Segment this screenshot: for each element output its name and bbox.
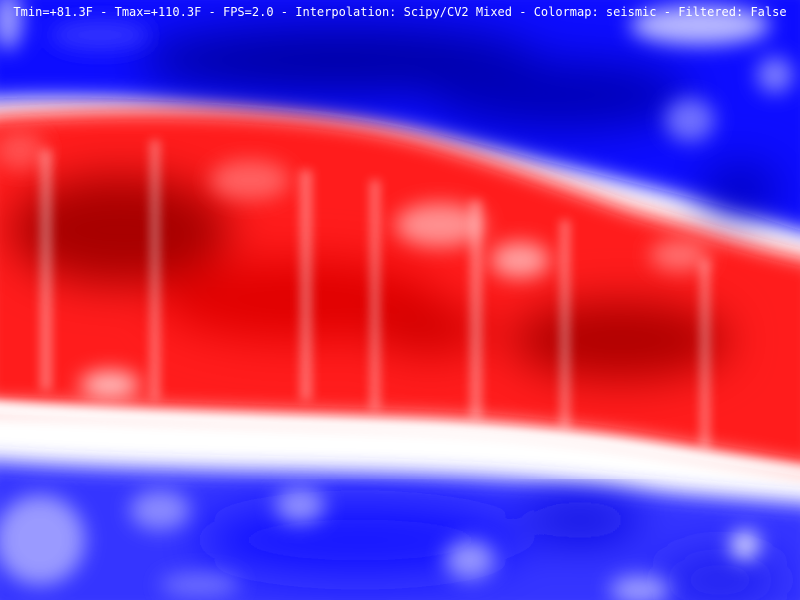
neutral-boundary [0, 401, 800, 476]
cold-region-top-light [0, 0, 793, 142]
hot-region-warm-patches [0, 130, 710, 399]
interpolation-label: Interpolation: Scipy/CV2 Mixed [295, 5, 512, 19]
separator: - [273, 5, 296, 19]
sensor-streaks [40, 140, 710, 450]
separator: - [92, 5, 115, 19]
cold-region-bottom-light [0, 487, 759, 600]
colormap-label: Colormap: seismic [533, 5, 657, 19]
status-overlay: Tmin=+81.3F - Tmax=+110.3F - FPS=2.0 - I… [0, 4, 800, 20]
separator: - [656, 5, 679, 19]
fps-label: FPS=2.0 [222, 5, 274, 19]
tmax-label: Tmax=+110.3F [114, 5, 202, 19]
separator: - [512, 5, 534, 19]
cold-region-bottom-dark [200, 500, 780, 600]
filtered-label: Filtered: False [678, 5, 787, 19]
cold-region-top-dark [140, 25, 780, 215]
tmin-label: Tmin=+81.3F [13, 5, 93, 19]
separator: - [201, 5, 223, 19]
